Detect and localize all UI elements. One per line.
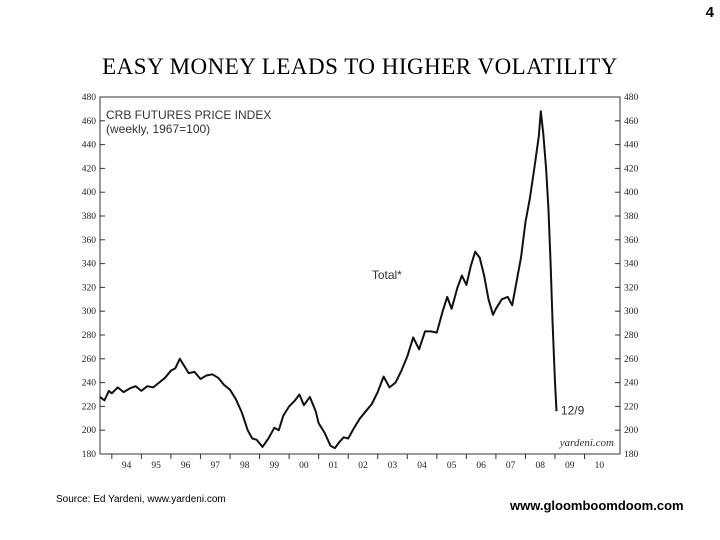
x-tick-label: 95	[151, 461, 161, 471]
y-tick-label-left: 200	[82, 426, 97, 436]
y-tick-label-left: 420	[82, 164, 97, 174]
plot-frame	[99, 96, 621, 455]
y-axis-right: 180 200 220 240 260 280 300 320 340 360 380 400 420 4…	[615, 93, 639, 460]
y-tick-label-left: 300	[82, 307, 97, 317]
y-tick-label-left: 480	[82, 93, 97, 103]
x-tick-label: 94	[122, 461, 132, 471]
y-tick-label-right: 240	[624, 379, 639, 389]
y-tick-label-left: 400	[82, 188, 97, 198]
y-tick-label-right: 220	[624, 402, 639, 412]
x-tick-label: 09	[565, 461, 575, 471]
chart-credit: yardeni.com	[559, 437, 614, 449]
y-tick-label-left: 220	[82, 402, 97, 412]
slide-title: EASY MONEY LEADS TO HIGHER VOLATILITY	[102, 54, 618, 79]
x-tick-label: 10	[595, 461, 605, 471]
x-axis: 94 95 96 97 98 99 00 01 02 03 04 05 06 07 08 09 10	[111, 454, 605, 471]
y-tick-label-right: 300	[624, 307, 639, 317]
x-tick-label: 08	[535, 461, 545, 471]
x-tick-label: 01	[329, 461, 339, 471]
annotations: Total* 12/9	[372, 268, 585, 418]
x-tick-label: 06	[476, 461, 486, 471]
x-tick-label: 03	[388, 461, 398, 471]
y-tick-label-right: 360	[624, 236, 639, 246]
x-tick-label: 97	[210, 461, 220, 471]
y-tick-label-right: 260	[624, 355, 639, 365]
x-tick-label: 99	[270, 461, 280, 471]
y-tick-label-left: 360	[82, 236, 97, 246]
x-tick-label: 00	[299, 461, 309, 471]
y-tick-label-left: 320	[82, 283, 97, 293]
y-tick-label-right: 380	[624, 212, 639, 222]
y-tick-label-left: 280	[82, 331, 97, 341]
y-tick-label-left: 260	[82, 355, 97, 365]
y-tick-label-left: 240	[82, 379, 97, 389]
annotation-label: Total*	[372, 268, 402, 282]
y-tick-label-right: 460	[624, 117, 639, 127]
y-axis-left: 180 200 220 240 260 280 300 320 340 360 380 400 420 4…	[82, 93, 105, 460]
y-tick-label-right: 340	[624, 260, 639, 270]
y-tick-label-right: 180	[624, 450, 639, 460]
y-tick-label-right: 200	[624, 426, 639, 436]
y-tick-label-right: 400	[624, 188, 639, 198]
y-tick-label-right: 440	[624, 141, 639, 151]
annotation-label: 12/9	[561, 404, 585, 418]
x-tick-label: 05	[447, 461, 457, 471]
y-tick-label-right: 480	[624, 93, 639, 103]
x-tick-label: 04	[417, 461, 427, 471]
y-tick-label-left: 440	[82, 141, 97, 151]
website-footer: www.gloomboomdoom.com	[510, 498, 684, 513]
x-tick-label: 96	[181, 461, 191, 471]
x-tick-label: 02	[358, 461, 368, 471]
y-tick-label-left: 340	[82, 260, 97, 270]
chart-subtitle: (weekly, 1967=100)	[106, 122, 210, 136]
x-tick-label: 07	[506, 461, 516, 471]
chart-title: CRB FUTURES PRICE INDEX	[106, 108, 271, 122]
x-tick-label: 98	[240, 461, 250, 471]
y-tick-label-right: 320	[624, 283, 639, 293]
series-line-total	[99, 110, 558, 450]
y-tick-label-right: 420	[624, 164, 639, 174]
y-tick-label-left: 460	[82, 117, 97, 127]
source-note: Source: Ed Yardeni, www.yardeni.com	[56, 494, 226, 505]
y-tick-label-left: 380	[82, 212, 97, 222]
page-number: 4	[705, 4, 714, 21]
y-tick-label-left: 180	[82, 450, 97, 460]
y-tick-label-right: 280	[624, 331, 639, 341]
